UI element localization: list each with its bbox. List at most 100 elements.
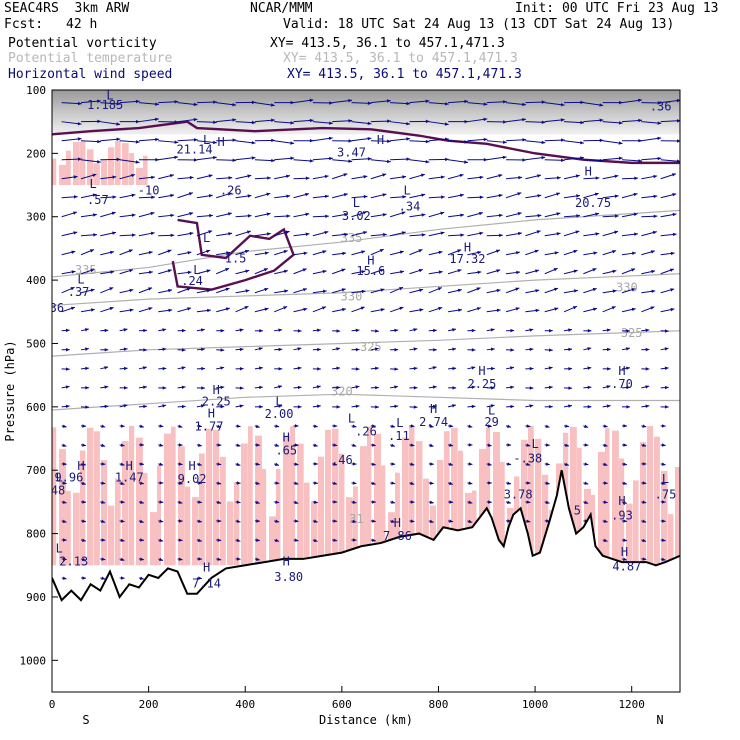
wind-arrowhead bbox=[619, 100, 623, 105]
wind-arrowhead bbox=[430, 462, 434, 466]
wind-arrowhead bbox=[82, 500, 86, 504]
extremum-label: .65 bbox=[275, 443, 297, 457]
extremum-label: 15.6 bbox=[356, 264, 385, 278]
wind-arrowhead bbox=[402, 175, 406, 179]
wind-arrowhead bbox=[302, 288, 307, 292]
fill-strip bbox=[626, 503, 633, 566]
wind-arrowhead bbox=[259, 329, 263, 333]
extremum-label: 2.13 bbox=[59, 554, 88, 568]
extremum-label: 36 bbox=[50, 301, 64, 315]
wind-arrowhead bbox=[70, 306, 75, 311]
wind-arrowhead bbox=[468, 500, 473, 504]
wind-arrowhead bbox=[206, 249, 211, 254]
wind-arrowhead bbox=[626, 329, 631, 333]
wind-arrowhead bbox=[399, 287, 404, 291]
wind-arrowhead bbox=[62, 500, 67, 504]
wind-arrowhead bbox=[375, 366, 379, 371]
wind-arrowhead bbox=[62, 576, 67, 580]
wind-arrowhead bbox=[101, 481, 106, 485]
wind-arrowhead bbox=[197, 538, 202, 542]
wind-arrowhead bbox=[603, 462, 608, 466]
wind-arrowhead bbox=[507, 462, 512, 466]
wind-arrowhead bbox=[612, 289, 617, 293]
fill-strip bbox=[640, 442, 647, 566]
wind-arrowhead bbox=[297, 366, 302, 370]
fill-strip bbox=[458, 450, 464, 566]
wind-arrowhead bbox=[375, 405, 379, 409]
wind-arrowhead bbox=[623, 462, 627, 466]
wind-arrowhead bbox=[380, 308, 385, 312]
wind-arrowhead bbox=[606, 328, 611, 332]
wind-arrowhead bbox=[97, 99, 101, 103]
extremum-label: L bbox=[353, 196, 360, 210]
wind-arrowhead bbox=[372, 519, 376, 523]
wind-arrowhead bbox=[657, 101, 662, 105]
wind-arrowhead bbox=[529, 347, 534, 352]
wind-arrowhead bbox=[421, 213, 426, 217]
wind-arrowhead bbox=[189, 175, 194, 180]
wind-arrowhead bbox=[522, 102, 526, 107]
y-tick-label: 800 bbox=[26, 528, 46, 541]
wind-arrowhead bbox=[549, 328, 553, 333]
wind-arrowhead bbox=[413, 347, 418, 351]
fill-strip bbox=[262, 469, 267, 566]
wind-arrowhead bbox=[471, 404, 476, 409]
extremum-label: L bbox=[89, 177, 96, 191]
wind-arrowhead bbox=[271, 158, 275, 163]
extremum-label: L bbox=[106, 89, 113, 103]
wind-arrowhead bbox=[286, 214, 291, 218]
wind-arrowhead bbox=[672, 212, 677, 217]
wind-arrowhead bbox=[382, 173, 387, 177]
extremum-label: L bbox=[531, 437, 538, 451]
extremum-label: .93 bbox=[611, 509, 633, 523]
wind-arrowhead bbox=[650, 306, 655, 310]
wind-arrowhead bbox=[271, 138, 275, 143]
south-label: S bbox=[82, 713, 89, 727]
wind-arrowhead bbox=[128, 249, 133, 253]
wind-arrowhead bbox=[490, 404, 495, 408]
wind-arrowhead bbox=[93, 213, 97, 217]
wind-arrowhead bbox=[587, 385, 592, 390]
wind-arrowhead bbox=[440, 231, 445, 235]
wind-arrowhead bbox=[449, 443, 454, 447]
fill-strip bbox=[325, 429, 331, 566]
wind-arrowhead bbox=[333, 481, 338, 485]
wind-arrowhead bbox=[81, 538, 86, 542]
wind-arrowhead bbox=[297, 329, 302, 333]
fill-strip bbox=[542, 474, 549, 566]
wind-arrowhead bbox=[650, 250, 655, 254]
wind-arrowhead bbox=[135, 160, 140, 164]
plot-frame bbox=[51, 89, 681, 693]
wind-arrowhead bbox=[517, 212, 522, 216]
wind-arrowhead bbox=[159, 538, 164, 542]
wind-arrowhead bbox=[189, 231, 194, 236]
extremum-label: H bbox=[585, 165, 592, 179]
extremum-label: H bbox=[203, 561, 210, 575]
wind-arrowhead bbox=[239, 347, 244, 352]
wind-arrowhead bbox=[496, 288, 501, 293]
fill-strip bbox=[143, 472, 148, 566]
wind-arrowhead bbox=[66, 347, 70, 352]
fill-strip bbox=[122, 143, 129, 186]
wind-arrowhead bbox=[212, 155, 217, 160]
wind-arrowhead bbox=[333, 462, 338, 466]
wind-arrowhead bbox=[73, 231, 78, 235]
fill-strip bbox=[444, 431, 450, 566]
theta-label: 330 bbox=[341, 289, 363, 303]
fill-strip bbox=[479, 448, 486, 566]
wind-arrowhead bbox=[73, 175, 78, 179]
wind-arrowhead bbox=[140, 481, 144, 485]
wind-arrowhead bbox=[255, 424, 260, 428]
extremum-label: L bbox=[275, 395, 282, 409]
fill-strip bbox=[332, 428, 339, 566]
wind-arrowhead bbox=[638, 98, 642, 103]
wind-arrowhead bbox=[363, 175, 368, 179]
wind-arrowhead bbox=[661, 538, 666, 542]
wind-arrowhead bbox=[383, 232, 387, 237]
wind-arrowhead bbox=[457, 288, 462, 293]
wind-arrowhead bbox=[228, 176, 233, 180]
wind-arrowhead bbox=[526, 424, 531, 428]
wind-arrowhead bbox=[328, 136, 333, 141]
fill-strip bbox=[521, 439, 528, 566]
wind-arrowhead bbox=[198, 424, 202, 428]
